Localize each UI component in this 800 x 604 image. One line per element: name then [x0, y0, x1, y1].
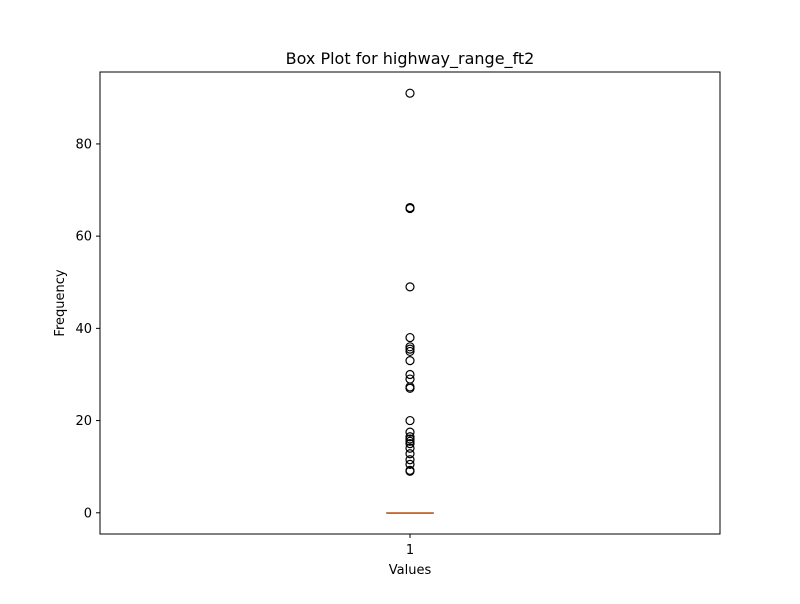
outlier-point: [405, 282, 415, 292]
outlier-point: [405, 369, 415, 380]
outlier-point: [405, 202, 415, 213]
y-axis: 0 20 40 60 80: [75, 137, 100, 521]
box-group: [386, 88, 434, 514]
outlier-point: [405, 346, 415, 357]
x-tick-label: 1: [406, 543, 414, 558]
plot-area: [99, 71, 721, 535]
outlier-point: [405, 443, 415, 453]
outlier-point: [405, 439, 415, 449]
y-tick-label: 0: [84, 506, 92, 521]
y-axis-label: Frequency: [53, 269, 68, 336]
outlier-point: [405, 374, 415, 384]
outlier-point: [405, 432, 415, 442]
y-tick-label: 60: [75, 230, 92, 245]
outlier-point: [405, 415, 415, 426]
y-tick-label: 20: [75, 414, 92, 429]
x-axis-label: Values: [389, 563, 432, 578]
outlier-point: [405, 436, 415, 446]
outlier-point: [405, 342, 415, 352]
outlier-point: [405, 427, 415, 437]
outlier-point: [405, 465, 415, 475]
outlier-point: [405, 459, 415, 469]
outlier-point: [405, 344, 415, 354]
axes-frame: [99, 71, 721, 535]
y-tick-label: 80: [75, 137, 92, 152]
outlier-point: [405, 455, 415, 465]
chart-title: Box Plot for highway_range_ft2: [286, 49, 535, 69]
y-tick-label: 40: [75, 322, 92, 337]
chart-marks: [386, 88, 434, 514]
outlier-point: [405, 434, 415, 444]
outlier-point: [405, 88, 415, 98]
outlier-point: [405, 449, 415, 459]
outlier-point: [405, 332, 415, 343]
outlier-point: [405, 356, 415, 366]
x-axis: 1: [406, 534, 414, 558]
